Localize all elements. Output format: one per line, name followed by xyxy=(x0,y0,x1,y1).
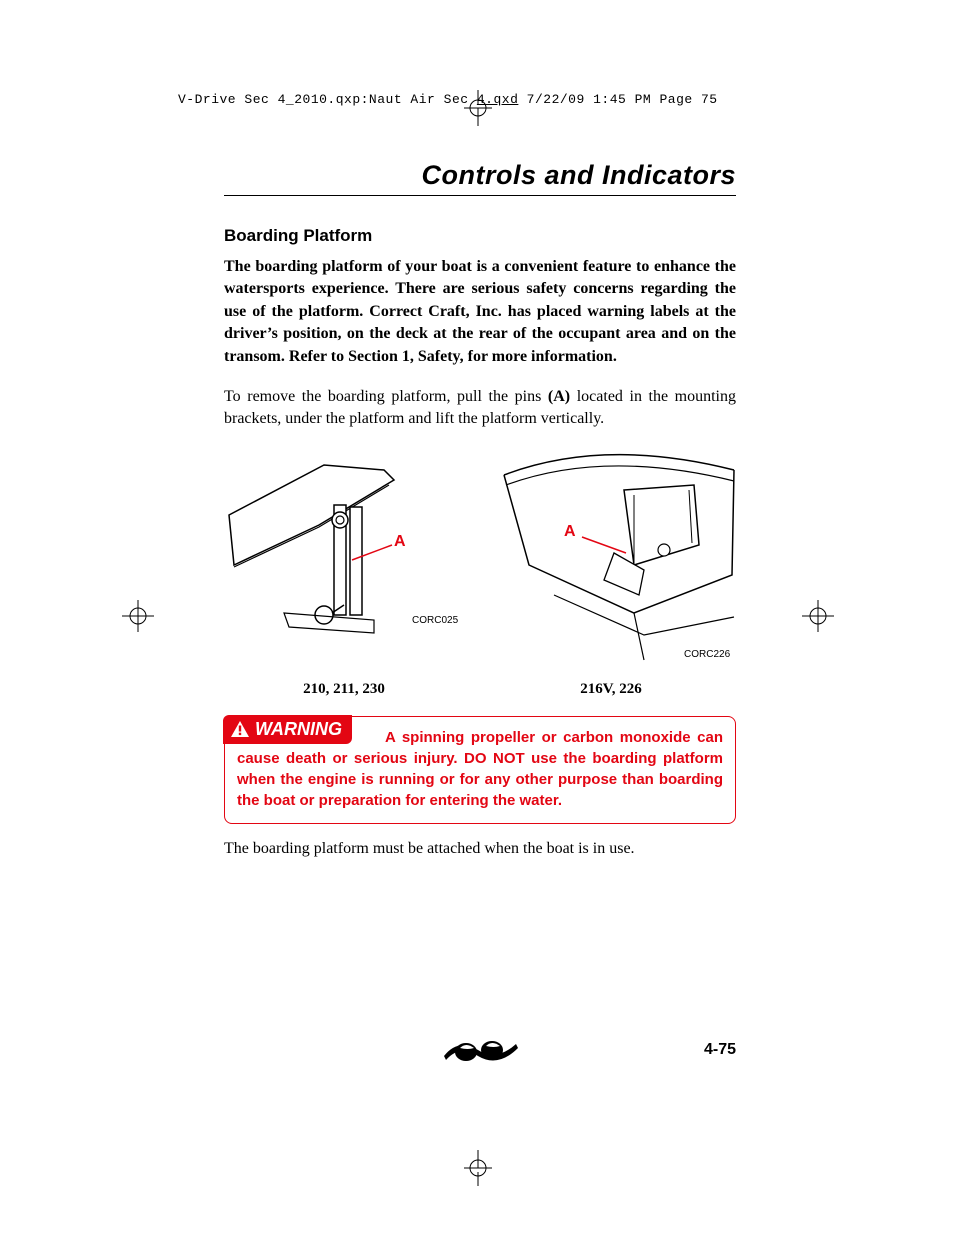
figure-right-callout-a: A xyxy=(564,523,576,541)
crop-mark-bottom xyxy=(460,1150,496,1191)
figure-left: A CORC025 xyxy=(224,445,464,655)
warning-box: WARNING A spinning propeller or carbon m… xyxy=(224,716,736,824)
content-column: Controls and Indicators Boarding Platfor… xyxy=(224,160,736,874)
body-paragraph-1: To remove the boarding platform, pull th… xyxy=(224,386,736,431)
figure-right-code: CORC226 xyxy=(684,649,730,660)
page: V-Drive Sec 4_2010.qxp:Naut Air Sec 4.qx… xyxy=(0,0,954,1235)
warning-triangle-icon xyxy=(231,721,249,737)
intro-paragraph: The boarding platform of your boat is a … xyxy=(224,256,736,368)
crop-mark-top xyxy=(460,90,496,131)
chapter-title: Controls and Indicators xyxy=(224,160,736,196)
figure-left-caption: 210, 211, 230 xyxy=(224,681,464,698)
figure-right: A CORC226 xyxy=(484,445,736,675)
section-subhead: Boarding Platform xyxy=(224,226,736,246)
body1-pre: To remove the boarding platform, pull th… xyxy=(224,388,548,405)
figures-row: A CORC025 xyxy=(224,445,736,675)
warning-badge: WARNING xyxy=(223,715,352,744)
slug-line: V-Drive Sec 4_2010.qxp:Naut Air Sec 4.qx… xyxy=(178,92,718,107)
figure-captions: 210, 211, 230 216V, 226 xyxy=(224,681,736,698)
page-number: 4-75 xyxy=(704,1041,736,1059)
figure-left-code: CORC025 xyxy=(412,615,458,626)
slug-suffix: 7/22/09 1:45 PM Page 75 xyxy=(518,92,717,107)
body1-bold: (A) xyxy=(548,388,570,405)
body-paragraph-2: The boarding platform must be attached w… xyxy=(224,838,736,860)
crop-mark-left xyxy=(120,598,156,639)
footer-logo-icon xyxy=(438,1030,522,1070)
page-footer: 4-75 xyxy=(224,1030,736,1070)
figure-left-callout-a: A xyxy=(394,533,406,551)
warning-badge-label: WARNING xyxy=(255,719,342,740)
crop-mark-right xyxy=(800,598,836,639)
slug-prefix: V-Drive Sec 4_2010.qxp:Naut Air Sec xyxy=(178,92,477,107)
figure-right-caption: 216V, 226 xyxy=(486,681,736,698)
